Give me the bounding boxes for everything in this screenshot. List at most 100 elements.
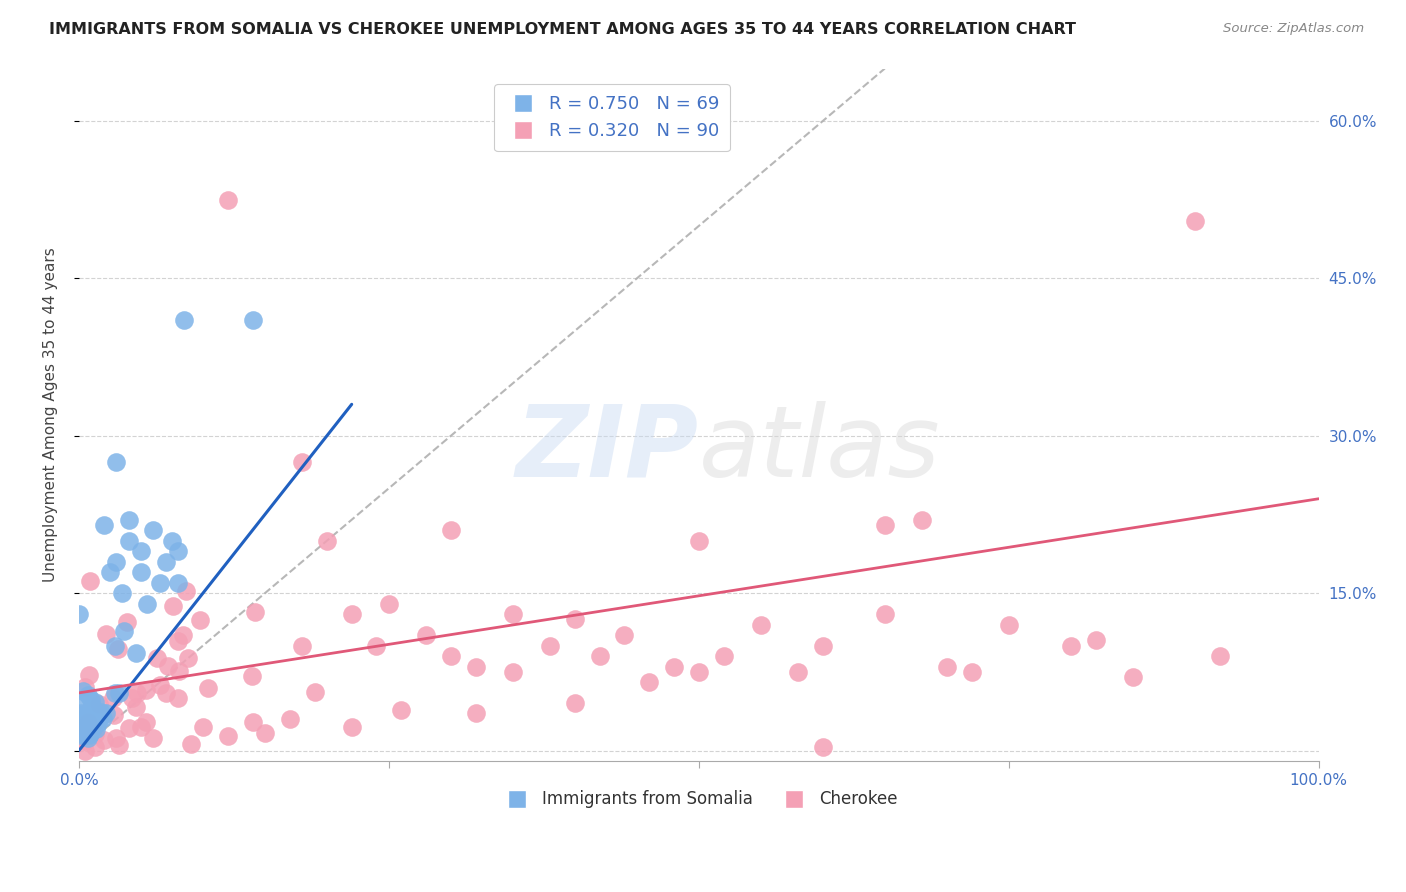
- Cherokee: [93, 733, 115, 747]
- Immigrants from Somalia: [129, 565, 152, 579]
- Cherokee: [811, 739, 834, 754]
- Cherokee: [1084, 633, 1107, 648]
- Cherokee: [613, 628, 636, 642]
- Cherokee: [997, 617, 1019, 632]
- Cherokee: [811, 639, 834, 653]
- Immigrants from Somalia: [136, 597, 159, 611]
- Immigrants from Somalia: [72, 727, 94, 741]
- Legend: Immigrants from Somalia, Cherokee: Immigrants from Somalia, Cherokee: [494, 784, 904, 815]
- Cherokee: [242, 669, 264, 683]
- Immigrants from Somalia: [94, 706, 117, 720]
- Cherokee: [77, 668, 100, 682]
- Immigrants from Somalia: [72, 723, 94, 738]
- Immigrants from Somalia: [75, 728, 97, 742]
- Cherokee: [960, 665, 983, 679]
- Cherokee: [1122, 670, 1144, 684]
- Immigrants from Somalia: [80, 693, 103, 707]
- Immigrants from Somalia: [104, 686, 127, 700]
- Cherokee: [125, 686, 148, 700]
- Immigrants from Somalia: [77, 731, 100, 746]
- Cherokee: [1208, 649, 1230, 664]
- Immigrants from Somalia: [107, 686, 129, 700]
- Cherokee: [188, 613, 211, 627]
- Immigrants from Somalia: [73, 714, 96, 729]
- Immigrants from Somalia: [93, 518, 115, 533]
- Cherokee: [253, 726, 276, 740]
- Cherokee: [167, 691, 190, 706]
- Immigrants from Somalia: [105, 455, 128, 469]
- Cherokee: [172, 628, 194, 642]
- Cherokee: [1184, 213, 1206, 227]
- Cherokee: [101, 691, 124, 706]
- Cherokee: [107, 642, 129, 657]
- Cherokee: [142, 731, 165, 745]
- Cherokee: [588, 649, 610, 664]
- Immigrants from Somalia: [69, 718, 91, 732]
- Cherokee: [638, 675, 661, 690]
- Immigrants from Somalia: [87, 715, 110, 730]
- Cherokee: [75, 734, 97, 748]
- Text: atlas: atlas: [699, 401, 941, 498]
- Immigrants from Somalia: [242, 313, 264, 327]
- Cherokee: [167, 664, 190, 678]
- Cherokee: [129, 720, 152, 734]
- Cherokee: [564, 696, 586, 710]
- Cherokee: [873, 607, 896, 622]
- Cherokee: [440, 649, 463, 664]
- Cherokee: [155, 686, 177, 700]
- Immigrants from Somalia: [90, 706, 112, 720]
- Immigrants from Somalia: [105, 555, 128, 569]
- Cherokee: [146, 651, 169, 665]
- Immigrants from Somalia: [90, 705, 112, 719]
- Cherokee: [105, 731, 128, 746]
- Immigrants from Somalia: [79, 727, 101, 741]
- Immigrants from Somalia: [75, 711, 97, 725]
- Cherokee: [103, 708, 125, 723]
- Immigrants from Somalia: [79, 720, 101, 734]
- Cherokee: [304, 685, 326, 699]
- Cherokee: [911, 513, 934, 527]
- Immigrants from Somalia: [79, 718, 101, 732]
- Immigrants from Somalia: [77, 728, 100, 742]
- Cherokee: [217, 729, 239, 743]
- Immigrants from Somalia: [75, 727, 97, 741]
- Immigrants from Somalia: [77, 706, 100, 720]
- Cherokee: [713, 649, 735, 664]
- Cherokee: [242, 715, 264, 730]
- Cherokee: [502, 607, 524, 622]
- Cherokee: [378, 597, 401, 611]
- Cherokee: [117, 615, 139, 629]
- Cherokee: [291, 639, 314, 653]
- Immigrants from Somalia: [148, 575, 170, 590]
- Immigrants from Somalia: [73, 725, 96, 739]
- Cherokee: [76, 728, 98, 742]
- Immigrants from Somalia: [69, 728, 91, 742]
- Immigrants from Somalia: [77, 723, 100, 738]
- Cherokee: [180, 737, 202, 751]
- Cherokee: [278, 712, 301, 726]
- Cherokee: [564, 612, 586, 626]
- Immigrants from Somalia: [167, 575, 190, 590]
- Cherokee: [415, 628, 437, 642]
- Immigrants from Somalia: [72, 683, 94, 698]
- Cherokee: [389, 703, 412, 717]
- Cherokee: [75, 681, 97, 695]
- Cherokee: [87, 697, 110, 711]
- Immigrants from Somalia: [77, 711, 100, 725]
- Cherokee: [121, 691, 143, 706]
- Cherokee: [316, 533, 339, 548]
- Immigrants from Somalia: [76, 688, 98, 702]
- Cherokee: [177, 651, 200, 665]
- Cherokee: [688, 665, 710, 679]
- Immigrants from Somalia: [77, 718, 100, 732]
- Cherokee: [149, 678, 172, 692]
- Cherokee: [538, 639, 561, 653]
- Cherokee: [125, 700, 148, 714]
- Immigrants from Somalia: [75, 723, 97, 738]
- Cherokee: [366, 639, 388, 653]
- Cherokee: [464, 706, 486, 720]
- Cherokee: [83, 739, 105, 754]
- Immigrants from Somalia: [104, 640, 127, 654]
- Immigrants from Somalia: [72, 717, 94, 731]
- Immigrants from Somalia: [142, 523, 165, 537]
